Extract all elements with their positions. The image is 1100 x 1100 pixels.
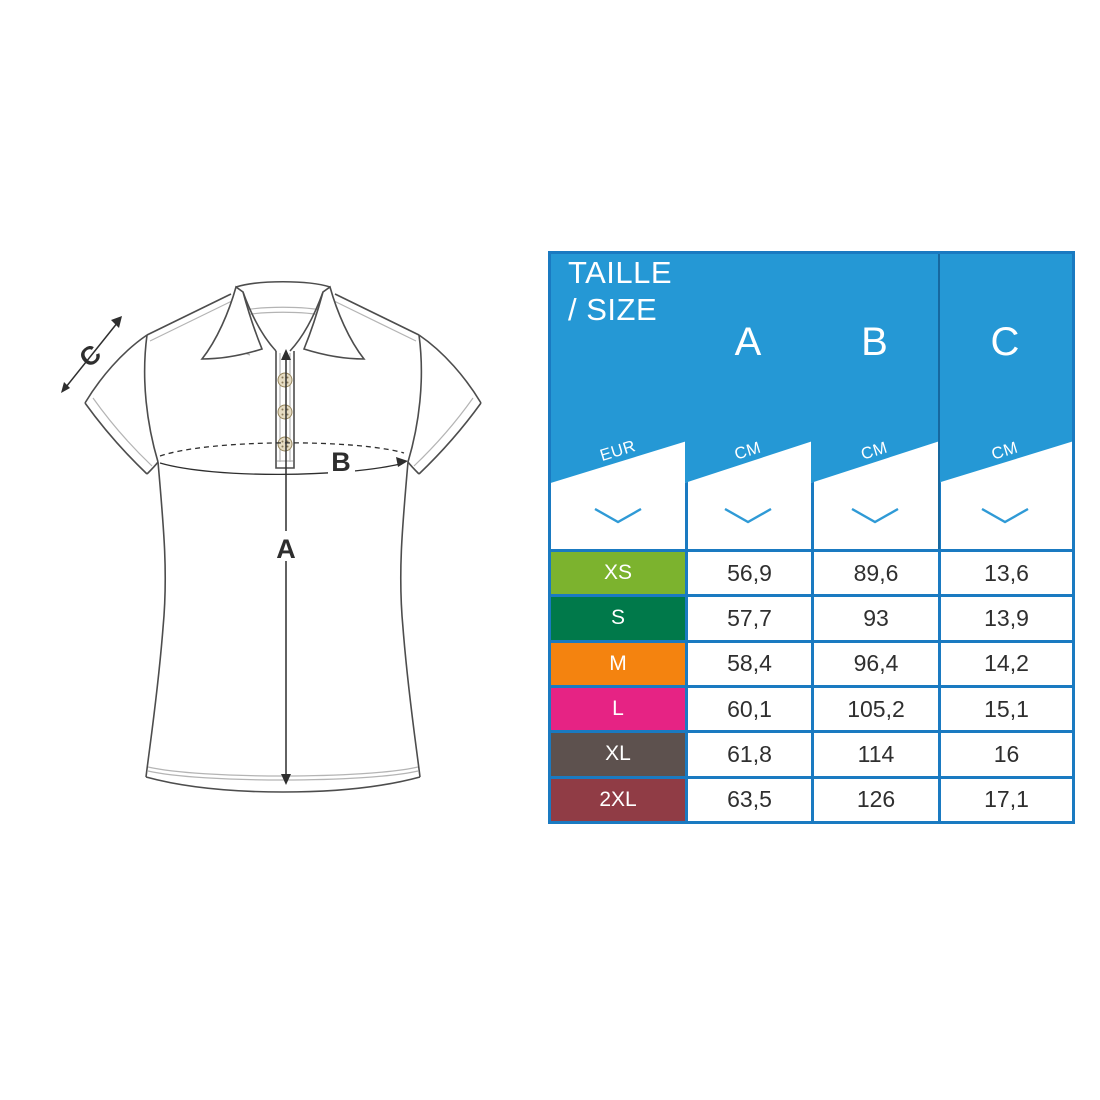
value-b-l: 105,2 [811,684,938,731]
measure-label-b: B [331,447,351,477]
size-cell-s: S [551,594,685,640]
chevron-down-icon[interactable] [850,507,900,525]
value-c-xl: 16 [938,730,1072,776]
measure-label-a: A [276,534,296,564]
size-chart-title: TAILLE / SIZE [551,254,685,431]
value-c-2xl: 17,1 [938,775,1072,821]
measure-label-c: C [73,338,107,373]
value-a-2xl: 63,5 [685,775,811,821]
value-a-xs: 56,9 [685,549,811,595]
value-c-m: 14,2 [938,639,1072,685]
chevron-down-icon[interactable] [723,507,773,525]
shirt-outline [84,280,482,793]
value-a-l: 60,1 [685,684,811,731]
size-cell-2xl: 2XL [551,775,685,821]
value-c-xs: 13,6 [938,549,1072,595]
value-b-xl: 114 [811,730,938,776]
title-line-2: / SIZE [568,292,658,327]
value-c-l: 15,1 [938,684,1072,731]
column-header-b: B [811,254,938,431]
value-c-s: 13,9 [938,594,1072,640]
measure-a: A [273,349,299,785]
unit-selector-cm-a[interactable]: CM [685,431,811,549]
size-cell-xs: XS [551,549,685,595]
column-header-c: C [938,254,1072,431]
size-cell-l: L [551,684,685,731]
value-b-m: 96,4 [811,639,938,685]
value-a-s: 57,7 [685,594,811,640]
size-chart-table: TAILLE / SIZE A B C EUR CM CM CM XS 56,9… [548,251,1075,824]
placket-buttons [277,372,293,452]
unit-selector-eur[interactable]: EUR [551,431,685,549]
title-line-1: TAILLE [568,255,673,290]
value-a-xl: 61,8 [685,730,811,776]
value-a-m: 58,4 [685,639,811,685]
value-b-s: 93 [811,594,938,640]
measure-b: B [159,442,408,477]
chevron-down-icon[interactable] [593,507,643,525]
chevron-down-icon[interactable] [980,507,1030,525]
value-b-2xl: 126 [811,775,938,821]
column-c-separator [938,254,940,549]
value-b-xs: 89,6 [811,549,938,595]
size-cell-xl: XL [551,730,685,776]
unit-selector-cm-b[interactable]: CM [811,431,938,549]
column-header-a: A [685,254,811,431]
polo-shirt-diagram: A B C [61,280,482,793]
unit-selector-cm-c[interactable]: CM [938,431,1072,549]
measure-c: C [61,316,122,393]
size-cell-m: M [551,639,685,685]
